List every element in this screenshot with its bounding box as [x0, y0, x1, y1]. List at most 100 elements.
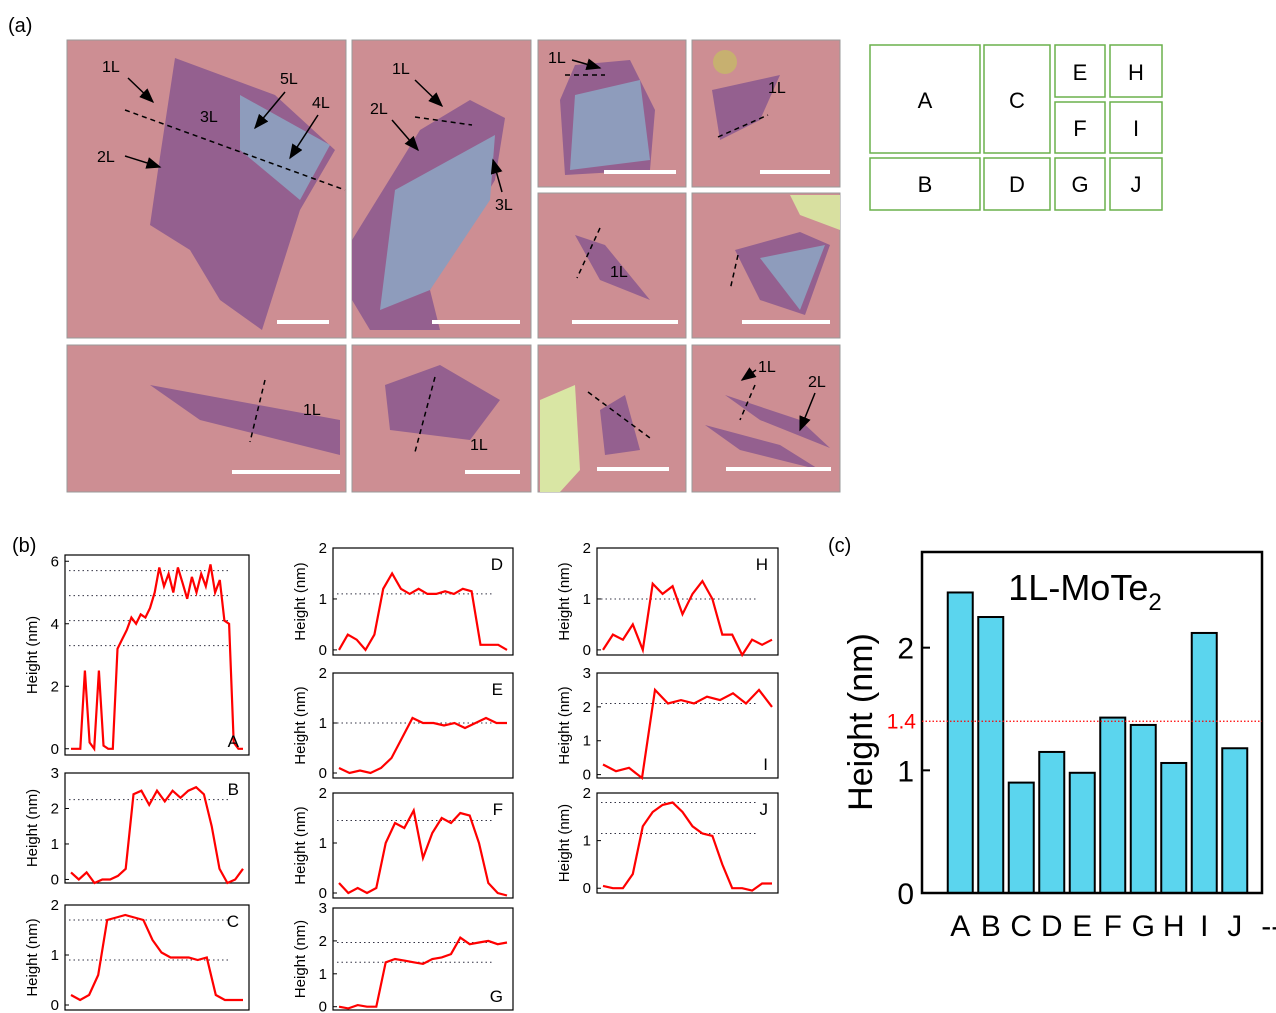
bar	[1100, 718, 1125, 893]
figure: (a) (b) (c) 1L 3L 5L 4L 2L 1L 2L 3L 1L 1…	[0, 0, 1276, 1013]
layer-label: 2L	[808, 374, 826, 391]
y-tick-label: 3	[51, 765, 59, 782]
y-tick-label: 2	[319, 665, 327, 682]
layer-label: 1L	[768, 80, 786, 97]
scale-bar	[597, 467, 669, 471]
profile-label: G	[490, 987, 503, 1006]
plot-frame	[333, 548, 513, 655]
y-axis-label: Height (nm)	[842, 633, 880, 811]
bar	[1131, 725, 1156, 893]
plot-frame	[597, 673, 778, 778]
plot-frame	[333, 908, 513, 1010]
x-tick-label: D	[1041, 910, 1063, 943]
y-tick-label: 0	[51, 997, 59, 1013]
y-tick-label: 2	[51, 897, 59, 914]
layer-label: 1L	[392, 61, 410, 78]
layer-label: 3L	[200, 109, 218, 126]
scale-bar	[232, 470, 340, 474]
layer-label: 1L	[102, 59, 120, 76]
layer-label: 2L	[370, 101, 388, 118]
scale-bar	[760, 170, 830, 174]
bar	[1009, 783, 1034, 893]
key-label: H	[1128, 60, 1144, 85]
y-axis-label: Height (nm)	[292, 920, 309, 998]
y-tick-label: 2	[319, 540, 327, 557]
profile-line	[339, 811, 507, 896]
y-tick-label: 1	[51, 836, 59, 853]
bar	[1192, 633, 1217, 893]
y-tick-label: 2	[583, 540, 591, 557]
y-axis-label: Height (nm)	[292, 562, 309, 640]
y-tick-label: 1	[583, 591, 591, 608]
y-tick-label: 1	[51, 947, 59, 964]
reference-label: 1.4	[887, 710, 917, 733]
scale-bar	[432, 320, 520, 324]
y-axis-label: Height (nm)	[556, 804, 573, 882]
x-tick-label: C	[1010, 910, 1032, 943]
y-axis-label: Height (nm)	[556, 686, 573, 764]
key-label: D	[1009, 172, 1025, 197]
chart-title-main: 1L-MoTe	[1008, 567, 1148, 608]
profile-line	[339, 574, 507, 650]
y-tick-label: 3	[319, 900, 327, 917]
scale-bar	[572, 320, 678, 324]
plot-frame	[65, 905, 249, 1010]
y-tick-label: 0	[583, 642, 591, 659]
key-label: A	[918, 88, 933, 113]
y-tick-label: 0	[319, 999, 327, 1013]
debris	[540, 385, 580, 492]
y-tick-label: 3	[583, 665, 591, 682]
y-tick-label: 2	[51, 800, 59, 817]
y-axis-label: Height (nm)	[24, 789, 41, 867]
y-tick-label: 2	[319, 785, 327, 802]
key-label: I	[1133, 116, 1139, 141]
x-tick-label: I	[1200, 910, 1208, 943]
scale-bar	[604, 170, 676, 174]
y-tick-label: 2	[583, 699, 591, 716]
bar	[1039, 752, 1064, 893]
y-tick-label: 1	[897, 755, 914, 788]
y-tick-label: 0	[51, 871, 59, 888]
flake	[570, 80, 650, 170]
x-tick-label: E	[1072, 910, 1092, 943]
y-tick-label: 0	[897, 878, 914, 911]
x-tick-label: G	[1132, 910, 1155, 943]
profile-label: B	[228, 780, 239, 799]
y-tick-label: 0	[51, 741, 59, 758]
scale-bar	[726, 467, 831, 471]
x-tick-label: J	[1227, 910, 1242, 943]
key-label: G	[1071, 172, 1088, 197]
profile-label: H	[756, 555, 768, 574]
profile-line	[339, 938, 507, 1009]
y-tick-label: 1	[583, 733, 591, 750]
y-tick-label: 2	[319, 933, 327, 950]
profile-label: A	[228, 732, 240, 751]
key-label: F	[1073, 116, 1086, 141]
debris	[713, 50, 737, 74]
layer-label: 3L	[495, 197, 513, 214]
x-tick-label: A	[950, 910, 970, 943]
y-tick-label: 2	[583, 785, 591, 802]
y-tick-label: 1	[319, 715, 327, 732]
panel-label: (b)	[12, 535, 36, 557]
x-tick-label: H	[1163, 910, 1185, 943]
profile-line	[71, 915, 243, 1000]
plot-frame	[333, 673, 513, 778]
y-tick-label: 1	[319, 835, 327, 852]
bar	[978, 617, 1003, 893]
y-axis-label: Height (nm)	[292, 806, 309, 884]
y-tick-label: 0	[319, 765, 327, 782]
y-axis-label: Height (nm)	[24, 918, 41, 996]
y-axis-label: Height (nm)	[292, 686, 309, 764]
scale-bar	[742, 320, 830, 324]
x-tick-label: B	[981, 910, 1001, 943]
layer-label: 1L	[758, 359, 776, 376]
y-tick-label: 2	[897, 633, 914, 666]
chart-title: 1L-MoTe2	[1008, 567, 1161, 616]
layer-label: 1L	[548, 50, 566, 67]
y-tick-label: 2	[51, 678, 59, 695]
key-label: E	[1073, 60, 1088, 85]
profile-line	[339, 718, 507, 773]
bar	[948, 592, 973, 893]
layer-label: 1L	[303, 402, 321, 419]
